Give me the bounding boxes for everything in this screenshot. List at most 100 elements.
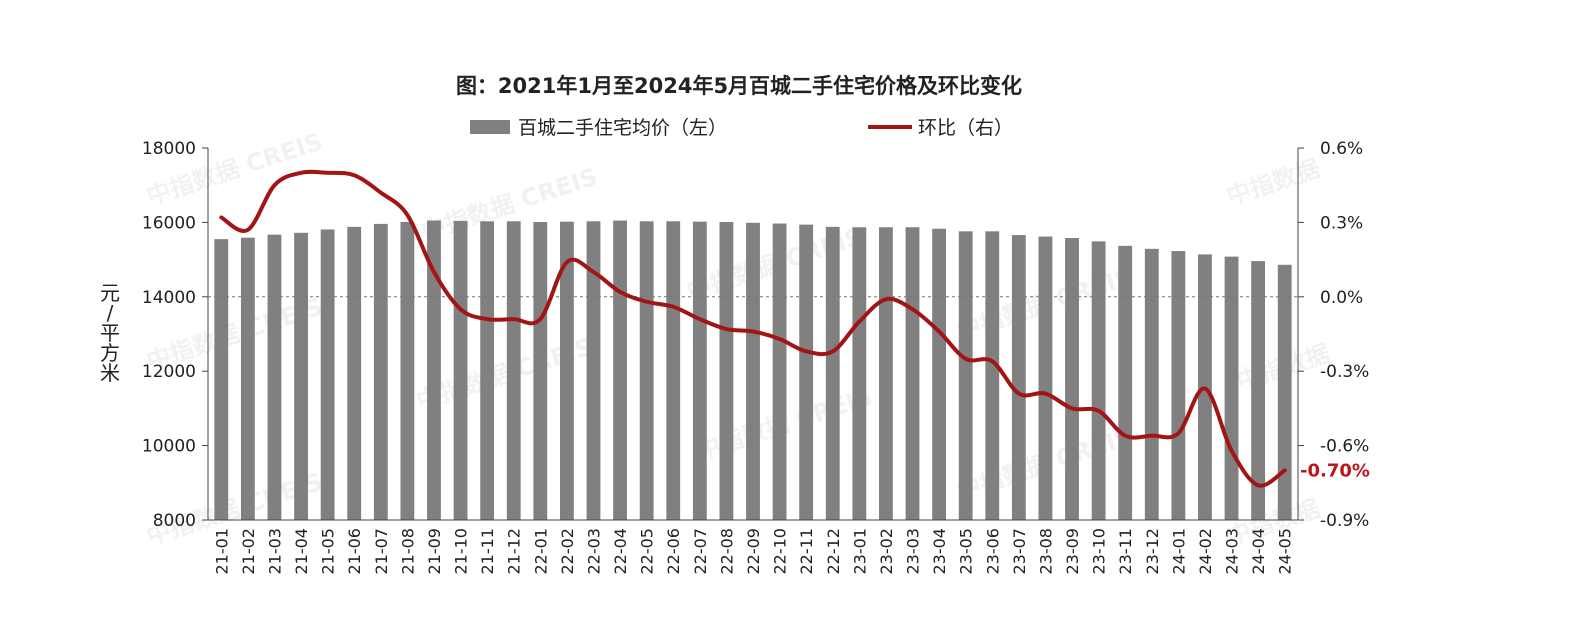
x-tick-label: 21-11: [478, 528, 497, 575]
x-tick-label: 23-08: [1036, 528, 1055, 575]
x-tick-label: 24-03: [1223, 528, 1242, 575]
bar: [214, 239, 229, 520]
bar: [294, 232, 308, 521]
x-tick-label: 21-05: [319, 528, 338, 575]
x-tick-label: 23-05: [957, 528, 976, 575]
x-tick-label: 23-04: [930, 528, 949, 575]
bar: [613, 220, 627, 521]
x-tick-label: 23-03: [904, 528, 923, 575]
bar: [320, 229, 335, 520]
y-tick-label: 12000: [142, 362, 196, 382]
bar: [1118, 245, 1133, 520]
x-tick-label: 23-11: [1116, 528, 1135, 575]
bar: [772, 223, 787, 521]
bar: [347, 226, 362, 520]
y-tick-label: 18000: [142, 139, 196, 159]
x-tick-label: 22-02: [558, 528, 577, 575]
x-tick-label: 21-06: [345, 528, 364, 575]
x-tick-label: 22-06: [664, 528, 683, 575]
bar-series: [214, 220, 1292, 521]
bar: [480, 221, 495, 520]
bar: [533, 222, 548, 520]
bar: [905, 227, 920, 520]
y-axis-label-char: /: [107, 301, 114, 325]
x-tick-label: 21-04: [292, 528, 311, 575]
y-axis-label: 元/平方米: [100, 281, 120, 385]
x-tick-label: 21-01: [212, 528, 231, 575]
legend: 百城二手住宅均价（左） 环比（右）: [470, 117, 1013, 139]
y2-tick-label: 0.3%: [1320, 213, 1363, 233]
y-axis-label-char: 平: [100, 321, 120, 345]
bar: [932, 228, 947, 520]
x-tick-label: 24-05: [1276, 528, 1295, 575]
x-tick-label: 23-01: [850, 528, 869, 575]
y-tick-label: 10000: [142, 437, 196, 457]
bar: [719, 222, 734, 520]
y-tick-label: 14000: [142, 288, 196, 308]
y-axis-label-char: 米: [100, 361, 120, 385]
x-tick-label: 21-08: [398, 528, 417, 575]
x-tick-label: 22-03: [584, 528, 603, 575]
bar: [267, 234, 282, 520]
x-tick-label: 23-10: [1090, 528, 1109, 575]
y2-tick-label: -0.6%: [1320, 437, 1369, 457]
x-tick-label: 21-09: [425, 528, 444, 575]
bar: [427, 220, 441, 521]
bar: [1224, 256, 1239, 520]
x-tick-label: 22-08: [717, 528, 736, 575]
x-tick-label: 21-02: [239, 528, 258, 575]
y2-tick-label: 0.0%: [1320, 288, 1363, 308]
x-tick-label: 23-02: [877, 528, 896, 575]
bar: [1091, 241, 1106, 520]
x-tick-label: 23-07: [1010, 528, 1029, 575]
bar: [453, 220, 468, 521]
x-tick-label: 21-03: [265, 528, 284, 575]
axes: 8000 10000 12000 14000 16000 18000 -0.9% -0.6% -…: [142, 139, 1369, 531]
bar: [746, 222, 760, 520]
x-tick-label: 22-10: [771, 528, 790, 575]
bar: [1251, 261, 1266, 520]
y-tick-label: 16000: [142, 213, 196, 233]
y-axis-label-char: 元: [100, 281, 120, 305]
bar: [985, 231, 1000, 520]
bar: [559, 221, 574, 520]
bar: [586, 221, 601, 520]
x-tick-label: 24-01: [1169, 528, 1188, 575]
x-tick-label: 21-07: [372, 528, 391, 575]
x-tick-label: 21-10: [452, 528, 471, 575]
bar: [1277, 264, 1292, 520]
x-tick-label: 22-12: [824, 528, 843, 575]
bar: [825, 226, 840, 520]
bar: [692, 221, 707, 520]
x-tick-label: 21-12: [505, 528, 524, 575]
bar: [400, 222, 415, 520]
bar: [1171, 251, 1186, 520]
bar: [639, 221, 654, 520]
bar: [506, 221, 521, 520]
x-tick-label: 24-04: [1249, 528, 1268, 575]
bar: [879, 227, 893, 520]
y-axis-label-char: 方: [100, 341, 120, 365]
x-tick-label: 22-04: [611, 528, 630, 575]
x-tick-label: 22-05: [638, 528, 657, 575]
line-series: -0.70%: [219, 169, 1370, 488]
y2-tick-label: -0.3%: [1320, 362, 1369, 382]
bar: [1038, 236, 1053, 520]
y-tick-label: 8000: [153, 511, 196, 531]
bar: [852, 227, 867, 520]
x-tick-label: 23-12: [1143, 528, 1162, 575]
legend-bar-label: 百城二手住宅均价（左）: [518, 117, 727, 139]
x-tick-label: 24-02: [1196, 528, 1215, 575]
bar: [1144, 248, 1159, 520]
y2-tick-label: -0.9%: [1320, 511, 1369, 531]
bar: [373, 223, 388, 520]
last-value-callout: -0.70%: [1300, 460, 1370, 481]
x-tick-label: 23-06: [983, 528, 1002, 575]
bar: [1011, 235, 1026, 520]
x-axis-ticks: 21-01 21-02 21-03 21-04 21-05 21-06 21-07 21-08…: [212, 528, 1294, 575]
x-tick-label: 22-01: [531, 528, 550, 575]
legend-bar-swatch: [470, 120, 510, 134]
bar: [240, 237, 255, 521]
x-tick-label: 23-09: [1063, 528, 1082, 575]
bar: [666, 221, 681, 520]
